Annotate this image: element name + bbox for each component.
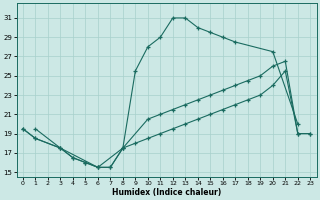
X-axis label: Humidex (Indice chaleur): Humidex (Indice chaleur) — [112, 188, 221, 197]
